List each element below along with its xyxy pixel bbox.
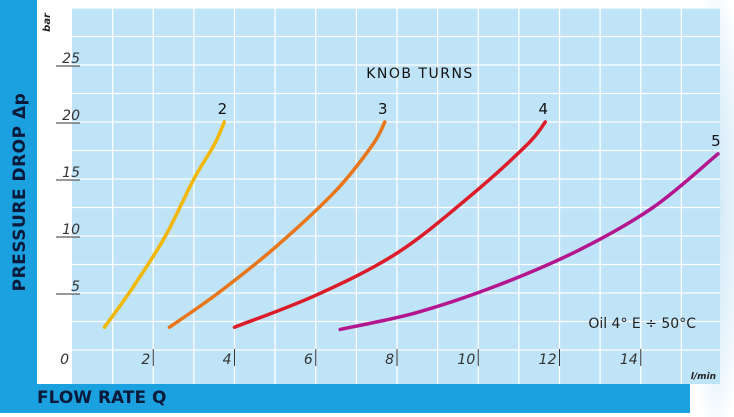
- x-tick-label: 0: [60, 352, 69, 368]
- series-label-4: 4: [539, 100, 549, 118]
- x-tick-label: 8: [385, 352, 394, 368]
- x-tick-label: 10: [457, 352, 475, 368]
- y-tick-label: 20: [62, 108, 80, 124]
- y-tick-label: 10: [62, 222, 80, 238]
- annotation: Oil 4° E ÷ 50°C: [588, 316, 696, 332]
- x-unit-label: l/min: [691, 372, 716, 382]
- x-tick-label: 12: [539, 352, 557, 368]
- x-tick-label: 2: [141, 352, 150, 368]
- series-line-2: [102, 120, 227, 329]
- y-tick-label: 25: [62, 51, 80, 67]
- y-tick-label: 5: [71, 279, 80, 295]
- series-line-4: [232, 120, 548, 329]
- y-unit-label: bar: [42, 12, 53, 32]
- series-line-5: [338, 152, 720, 332]
- y-tick-label: 15: [62, 165, 80, 181]
- y-axis-label-band: [0, 0, 37, 384]
- x-axis-label: FLOW RATE Q: [37, 388, 167, 408]
- series-label-5: 5: [711, 132, 721, 150]
- x-tick-label: 4: [223, 352, 232, 368]
- x-tick-label: 14: [620, 352, 638, 368]
- series-label-3: 3: [378, 100, 388, 118]
- x-tick-label: 6: [304, 352, 313, 368]
- series-line-3: [167, 120, 387, 329]
- series-label-2: 2: [218, 100, 228, 118]
- x-axis-label-band: [0, 384, 720, 413]
- legend-title: KNOB TURNS: [366, 66, 474, 82]
